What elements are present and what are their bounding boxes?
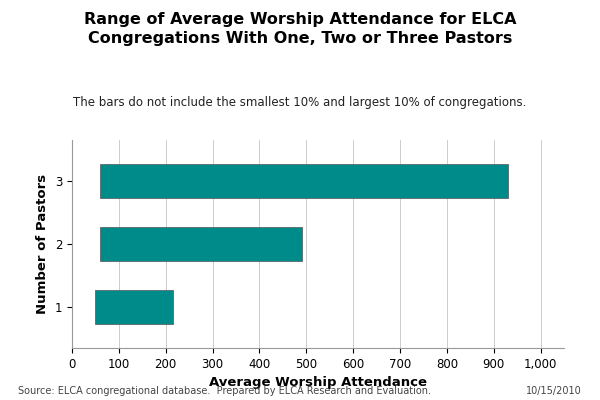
- Bar: [95, 290, 173, 324]
- Bar: [100, 227, 302, 261]
- Text: Range of Average Worship Attendance for ELCA
Congregations With One, Two or Thre: Range of Average Worship Attendance for …: [84, 12, 516, 46]
- Text: 10/15/2010: 10/15/2010: [526, 386, 582, 396]
- Text: The bars do not include the smallest 10% and largest 10% of congregations.: The bars do not include the smallest 10%…: [73, 96, 527, 109]
- Text: Source: ELCA congregational database.  Prepared by ELCA Research and Evaluation.: Source: ELCA congregational database. Pr…: [18, 386, 431, 396]
- Bar: [100, 164, 508, 198]
- Y-axis label: Number of Pastors: Number of Pastors: [36, 174, 49, 314]
- X-axis label: Average Worship Attendance: Average Worship Attendance: [209, 376, 427, 389]
